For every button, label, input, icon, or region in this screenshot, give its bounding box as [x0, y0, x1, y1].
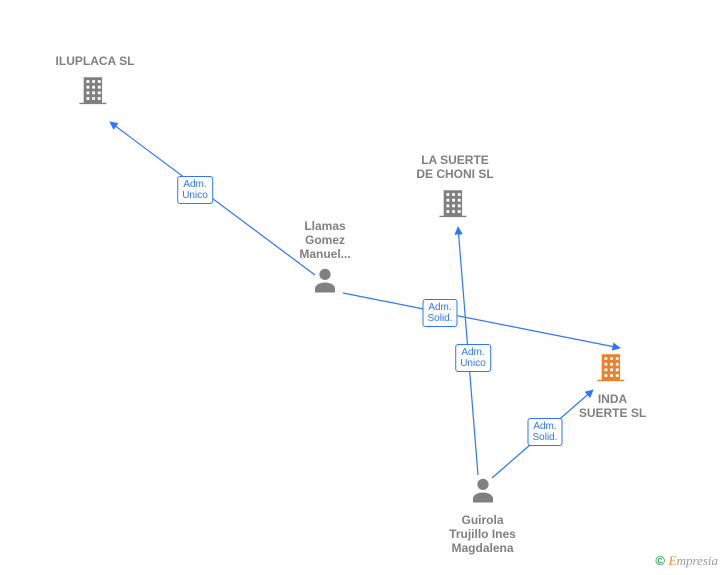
node-label-iluplaca: ILUPLACA SL: [55, 55, 135, 69]
copyright-icon: ©: [655, 553, 665, 568]
building-icon: [596, 350, 630, 384]
person-icon: [468, 475, 498, 505]
edge-llamas-inda: [343, 293, 620, 348]
person-icon: [310, 265, 340, 295]
node-label-guirola: Guirola Trujillo Ines Magdalena: [440, 514, 525, 555]
building-icon: [438, 186, 472, 220]
node-llamas[interactable]: Llamas Gomez Manuel...: [290, 220, 360, 301]
building-icon: [78, 73, 112, 107]
node-guirola[interactable]: Guirola Trujillo Ines Magdalena: [440, 475, 525, 556]
edge-label-guirola-lasuerte: Adm. Unico: [455, 344, 491, 372]
edge-label-guirola-inda: Adm. Solid.: [527, 418, 562, 446]
node-label-llamas: Llamas Gomez Manuel...: [290, 220, 360, 261]
node-label-inda: INDA SUERTE SL: [570, 393, 655, 421]
diagram-canvas: Adm. Unico Adm. Solid. Adm. Unico Adm. S…: [0, 0, 728, 575]
edge-label-llamas-inda: Adm. Solid.: [422, 299, 457, 327]
node-iluplaca[interactable]: ILUPLACA SL: [55, 55, 135, 112]
edge-label-llamas-iluplaca: Adm. Unico: [177, 176, 213, 204]
node-lasuerte[interactable]: LA SUERTE DE CHONI SL: [410, 154, 500, 225]
watermark-brand-e: E: [669, 553, 677, 568]
watermark-brand-rest: mpresia: [677, 553, 718, 568]
node-label-lasuerte: LA SUERTE DE CHONI SL: [410, 154, 500, 182]
watermark: © Empresia: [655, 553, 718, 569]
node-inda[interactable]: INDA SUERTE SL: [570, 350, 655, 421]
